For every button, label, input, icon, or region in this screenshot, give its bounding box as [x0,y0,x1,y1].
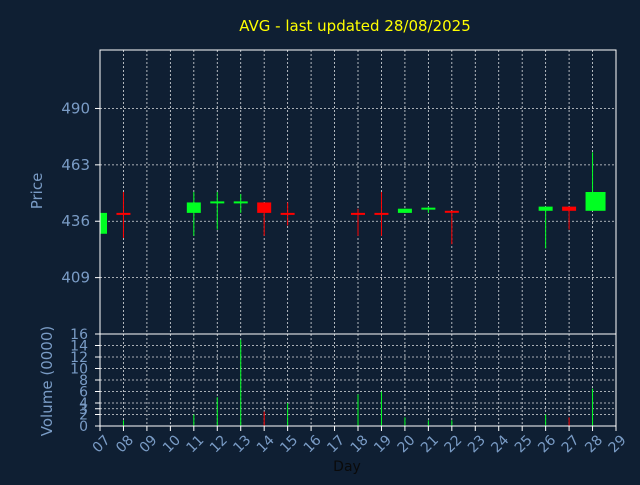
xtick-label: 16 [301,432,325,456]
xtick-label: 17 [324,432,348,456]
candle-body [116,212,131,215]
candle-body [585,192,606,211]
xtick-label: 21 [418,432,442,456]
xtick-label: 23 [465,432,489,456]
xtick-label: 09 [137,432,161,456]
xtick-label: 08 [113,432,137,456]
xtick-label: 07 [90,432,114,456]
candle-body [186,202,201,213]
volume-ytick-label: 0 [79,419,88,435]
xtick-label: 24 [488,432,512,456]
candle-body [100,212,107,234]
xtick-label: 22 [442,432,466,456]
candle-body [280,212,295,215]
candle-body [562,206,577,211]
xtick-label: 20 [395,432,419,456]
candle-body [351,212,365,215]
xtick-label: 28 [582,432,606,456]
xtick-label: 27 [559,432,583,456]
xtick-label: 14 [254,432,278,456]
candle-body [233,201,248,204]
chart-title: AVG - last updated 28/08/2025 [239,17,471,35]
xtick-label: 19 [371,432,395,456]
volume-ytick-label: 3 [79,402,88,418]
candle-body [397,208,412,213]
candle-body [421,207,436,210]
candle-body [210,201,225,204]
price-ytick-label: 463 [61,156,90,174]
candle-body [538,206,553,211]
volume-ytick-label: 14 [70,339,88,355]
price-ytick-label: 490 [61,99,90,117]
volume-frame [99,333,617,427]
xtick-label: 11 [184,432,208,456]
volume-ytick-label: 4 [79,396,88,412]
xtick-label: 18 [348,432,372,456]
price-panel: 409 436 463 490 [61,49,617,335]
volume-ytick-label: 8 [79,373,88,389]
price-ytick-label: 436 [61,212,90,230]
x-axis-label: Day [333,459,361,475]
xtick-label: 12 [207,432,231,456]
volume-ytick-label: 6 [79,385,88,401]
xtick-label: 10 [160,432,184,456]
volume-ytick-label: 2 [79,408,88,424]
xtick-label: 13 [230,432,254,456]
volume-ytick-label: 10 [70,362,88,378]
xtick-label: 15 [277,432,301,456]
volume-ytick-label: 16 [70,327,88,343]
xtick-label: 25 [512,432,536,456]
candle-body [374,212,389,215]
volume-axis-label: Volume (0000) [38,326,56,436]
candle-body [257,202,272,213]
candle-body [444,210,459,213]
volume-ytick-label: 12 [70,350,88,366]
price-ytick-label: 409 [61,269,90,287]
xtick-label: 26 [535,432,559,456]
price-axis-label: Price [28,173,46,210]
xtick-label: 29 [606,432,630,456]
volume-panel: 07 08 09 10 11 12 13 14 15 16 17 18 19 20 21 22 23 24 25 26… [70,327,629,456]
